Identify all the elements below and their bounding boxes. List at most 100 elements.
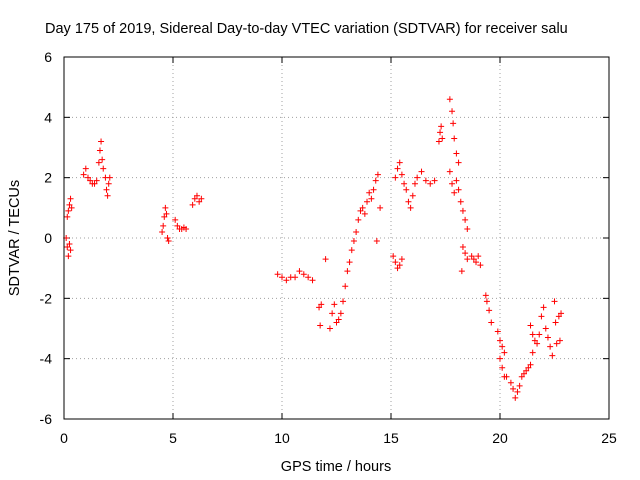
data-point	[414, 175, 420, 181]
data-point	[437, 129, 443, 135]
data-point	[486, 307, 492, 313]
data-point	[399, 172, 405, 178]
data-point	[100, 166, 106, 172]
data-point	[528, 322, 534, 328]
data-point	[410, 193, 416, 199]
data-points	[63, 96, 564, 401]
data-point	[552, 298, 558, 304]
data-point	[453, 151, 459, 157]
data-point	[323, 256, 329, 262]
data-point	[99, 157, 105, 163]
x-tick-label: 10	[274, 430, 290, 446]
data-point	[373, 178, 379, 184]
sdtvar-scatter-chart: Day 175 of 2019, Sidereal Day-to-day VTE…	[0, 0, 640, 480]
data-point	[375, 172, 381, 178]
data-point	[81, 172, 87, 178]
data-point	[464, 226, 470, 232]
data-point	[483, 292, 489, 298]
y-tick-label: 4	[44, 109, 52, 125]
grid-layer	[64, 57, 609, 419]
data-point	[190, 202, 196, 208]
data-point	[541, 304, 547, 310]
data-point	[162, 205, 168, 211]
data-point	[68, 196, 74, 202]
data-point	[458, 199, 464, 205]
data-point	[501, 350, 507, 356]
data-point	[477, 262, 483, 268]
data-point	[392, 259, 398, 265]
data-point	[160, 223, 166, 229]
data-point	[408, 205, 414, 211]
data-point	[292, 274, 298, 280]
data-point	[362, 211, 368, 217]
y-tick-label: 0	[44, 230, 52, 246]
data-point	[279, 274, 285, 280]
data-point	[374, 238, 380, 244]
data-point	[449, 108, 455, 114]
x-tick-label: 25	[601, 430, 617, 446]
data-point	[447, 96, 453, 102]
data-point	[549, 353, 555, 359]
data-point	[451, 135, 457, 141]
data-point	[453, 178, 459, 184]
data-point	[456, 187, 462, 193]
data-point	[459, 268, 465, 274]
data-point	[543, 326, 549, 332]
data-point	[338, 310, 344, 316]
data-point	[512, 395, 518, 401]
data-point	[310, 277, 316, 283]
data-point	[351, 238, 357, 244]
data-point	[514, 389, 520, 395]
data-point	[159, 229, 165, 235]
data-point	[305, 274, 311, 280]
data-point	[65, 253, 71, 259]
data-point	[371, 187, 377, 193]
data-point	[451, 190, 457, 196]
data-point	[405, 199, 411, 205]
data-point	[366, 190, 372, 196]
data-point	[275, 271, 281, 277]
data-point	[283, 277, 289, 283]
data-point	[412, 181, 418, 187]
data-point	[462, 217, 468, 223]
y-tick-label: 2	[44, 170, 52, 186]
data-point	[464, 256, 470, 262]
data-point	[353, 229, 359, 235]
y-tick-labels: -6-4-20246	[40, 49, 53, 427]
data-point	[538, 313, 544, 319]
y-axis-label: SDTVAR / TECUs	[7, 180, 23, 296]
data-point	[557, 338, 563, 344]
y-tick-label: -2	[40, 290, 53, 306]
data-point	[340, 298, 346, 304]
data-point	[447, 169, 453, 175]
y-tick-label: -6	[40, 411, 53, 427]
data-point	[497, 356, 503, 362]
data-point	[427, 181, 433, 187]
x-tick-label: 15	[383, 430, 399, 446]
data-point	[497, 338, 503, 344]
data-point	[65, 208, 71, 214]
data-point	[364, 199, 370, 205]
data-point	[104, 187, 110, 193]
data-point	[530, 332, 536, 338]
data-point	[107, 175, 113, 181]
data-point	[508, 380, 514, 386]
data-point	[331, 301, 337, 307]
data-point	[83, 166, 89, 172]
data-point	[296, 268, 302, 274]
data-point	[401, 181, 407, 187]
data-point	[450, 120, 456, 126]
data-point	[484, 298, 490, 304]
data-point	[342, 283, 348, 289]
x-tick-label: 20	[492, 430, 508, 446]
x-tick-label: 0	[60, 430, 68, 446]
data-point	[510, 386, 516, 392]
data-point	[423, 178, 429, 184]
data-point	[106, 181, 112, 187]
data-point	[475, 253, 481, 259]
data-point	[349, 247, 355, 253]
data-point	[536, 332, 542, 338]
data-point	[419, 169, 425, 175]
data-point	[344, 268, 350, 274]
data-point	[397, 160, 403, 166]
